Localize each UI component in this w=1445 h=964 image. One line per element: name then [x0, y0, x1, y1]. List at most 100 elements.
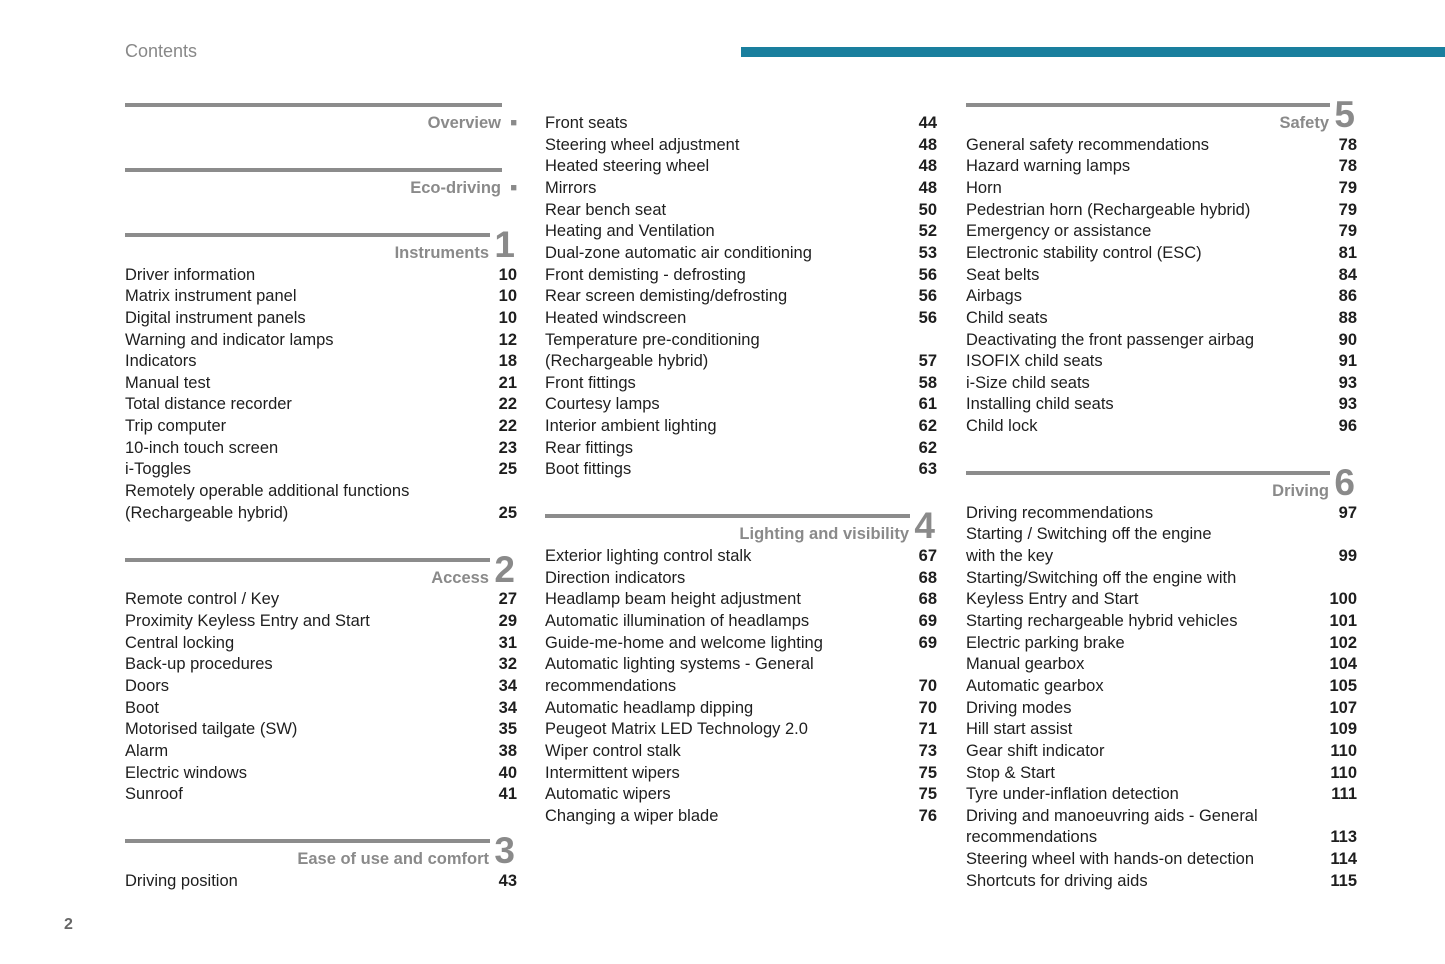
entry-text: Doors [125, 676, 170, 695]
section-title: Driving [1272, 482, 1329, 501]
entry-page: 109 [1329, 720, 1357, 739]
entry-page: 110 [1330, 741, 1357, 760]
entry-text: Child lock [966, 417, 1038, 436]
section-bar [966, 103, 1330, 107]
entry-text: 10-inch touch screen [125, 438, 279, 457]
section-title: Ease of use and comfort [297, 850, 489, 869]
entry-text: Deactivating the front passenger airbag [966, 330, 1255, 349]
entry-page: 99 [1338, 547, 1357, 565]
entry-page: 70 [918, 676, 937, 695]
entry-page: 97 [1338, 503, 1357, 522]
entry-text: Courtesy lamps [545, 395, 660, 414]
entry-page: 43 [498, 871, 517, 890]
entry-page: 73 [918, 741, 937, 760]
entry-page: 69 [918, 633, 937, 652]
entry-page: 35 [498, 720, 517, 739]
entry-text: Driver information [125, 265, 256, 284]
entry-page: 93 [1338, 373, 1357, 392]
entry-text: (Rechargeable hybrid) [545, 352, 709, 371]
entry-text: Electric parking brake [966, 633, 1125, 652]
entry-page: 40 [498, 763, 517, 782]
entry-page: 78 [1338, 135, 1357, 154]
section-title: Safety [1279, 114, 1329, 132]
entry-page: 56 [918, 308, 937, 327]
section-title: Instruments [394, 243, 489, 262]
entry-text: Automatic illumination of headlamps [545, 611, 810, 630]
entry-page: 56 [918, 287, 937, 306]
entry-text: Manual gearbox [966, 655, 1085, 674]
entry-text: Indicators [125, 352, 197, 371]
entry-text: Warning and indicator lamps [125, 330, 334, 349]
entry-text: recommendations [966, 828, 1098, 847]
entry-text: Heated steering wheel [545, 157, 710, 176]
entry-text: Direction indicators [545, 568, 686, 587]
entry-text: Boot fittings [545, 460, 632, 479]
entry-text: Trip computer [125, 417, 227, 436]
entry-page: 84 [1338, 265, 1357, 284]
entry-text: Guide-me-home and welcome lighting [545, 633, 823, 652]
entry-text: Back-up procedures [125, 655, 273, 674]
entry-page: 38 [498, 741, 517, 760]
entry-text: General safety recommendations [966, 135, 1210, 154]
entry-text: Headlamp beam height adjustment [545, 590, 801, 609]
entry-text: Motorised tailgate (SW) [125, 720, 298, 739]
entry-text: Tyre under-inflation detection [966, 785, 1179, 804]
section-bar [125, 232, 490, 237]
section-title: Eco-driving [410, 178, 501, 197]
entry-text: Wiper control stalk [545, 741, 681, 760]
entry-text: (Rechargeable hybrid) [125, 503, 289, 522]
entry-text: Alarm [125, 741, 169, 760]
entry-page: 56 [918, 265, 937, 284]
entry-page: 76 [918, 806, 937, 825]
entry-page: 70 [918, 698, 937, 717]
entry-page: 75 [918, 785, 937, 804]
entry-text: Emergency or assistance [966, 222, 1152, 241]
entry-text: Digital instrument panels [125, 308, 306, 327]
entry-text: Driving position [125, 871, 238, 890]
entry-text: Steering wheel adjustment [545, 135, 740, 154]
entry-page: 10 [498, 265, 517, 284]
entry-text: Matrix instrument panel [125, 287, 297, 306]
entry-text: Stop & Start [966, 763, 1055, 782]
entry-text: Rear bench seat [545, 200, 667, 219]
entry-text: Driving and manoeuvring aids - General [966, 806, 1258, 825]
entry-text: Pedestrian horn (Rechargeable hybrid) [966, 200, 1251, 219]
entry-text: recommendations [545, 676, 677, 695]
entry-text: Proximity Keyless Entry and Start [125, 611, 370, 630]
entry-page: 34 [498, 698, 517, 717]
entry-page: 52 [918, 222, 937, 241]
entry-text: Rear screen demisting/defrosting [545, 287, 788, 306]
entry-page: 31 [498, 633, 517, 652]
entry-text: Seat belts [966, 265, 1040, 284]
entry-page: 104 [1329, 655, 1357, 674]
entry-text: with the key [966, 547, 1054, 565]
entry-page: 48 [918, 135, 937, 154]
section-number: 2 [494, 548, 515, 590]
entry-page: 110 [1330, 763, 1357, 782]
entry-text: Driving modes [966, 698, 1072, 717]
entry-page: 67 [918, 547, 937, 565]
entry-text: Exterior lighting control stalk [545, 547, 752, 565]
entry-page: 107 [1329, 698, 1357, 717]
entry-page: 111 [1331, 785, 1357, 804]
entry-text: Starting/Switching off the engine with [966, 568, 1237, 587]
entry-text: Gear shift indicator [966, 741, 1105, 760]
entry-page: 93 [1338, 395, 1357, 414]
entry-text: Hill start assist [966, 720, 1073, 739]
entry-page: 50 [918, 200, 937, 219]
entry-page: 12 [498, 330, 517, 349]
entry-page: 63 [918, 460, 937, 479]
section-marker: ■ [510, 117, 517, 129]
entry-page: 10 [498, 308, 517, 327]
header-bar [741, 47, 1445, 57]
entry-page: 81 [1338, 243, 1357, 262]
entry-page: 48 [918, 157, 937, 176]
entry-page: 25 [498, 503, 517, 522]
entry-page: 62 [918, 417, 937, 436]
entry-page: 88 [1338, 308, 1357, 327]
entry-page: 102 [1329, 633, 1357, 652]
entry-page: 105 [1329, 676, 1357, 695]
entry-text: i-Toggles [125, 460, 192, 479]
entry-page: 18 [498, 352, 517, 371]
entry-text: Driving recommendations [966, 503, 1154, 522]
